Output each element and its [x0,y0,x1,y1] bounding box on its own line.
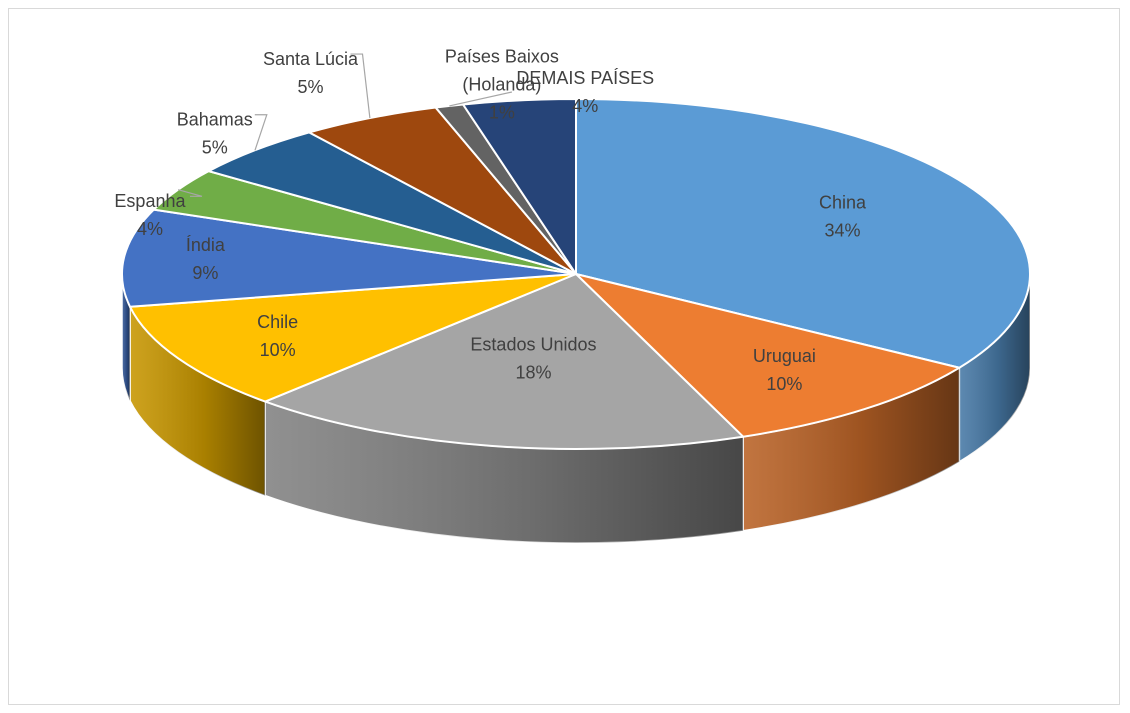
category-label-bahamas: Bahamas [177,110,253,130]
pie-side-china-shade [959,274,1030,462]
data-label-chile: Chile 10% [257,312,298,360]
leader-line-bahamas [254,114,268,151]
category-label-chile: Chile [257,312,298,332]
pie-slice-santa-lucia [308,106,577,275]
leader-line-espanha [177,189,203,197]
value-label-espanha: 4% [137,219,163,239]
pie-chart: China 34% Uruguai 10% Estados Unidos 18% Chile… [114,47,1031,544]
category-label-india: Índia [186,235,226,255]
category-label-paises-baixos-holanda: Países Baixos [445,47,559,67]
value-label-china: 34% [825,220,861,240]
category-label-santa-lucia: Santa Lúcia [263,49,359,69]
leader-lines [177,53,513,197]
value-label-uruguai: 10% [766,374,802,394]
pie-side-uruguai-shade [743,367,960,531]
pie-side-india-shade [122,274,131,401]
value-label-paises-baixos-holanda: 1% [489,103,515,123]
category-label-uruguai: Uruguai [753,346,816,366]
value-label-bahamas: 5% [202,138,228,158]
data-label-uruguai: Uruguai 10% [753,346,816,394]
category-label-paises-baixos-holanda: (Holanda) [462,75,541,95]
data-labels: China 34% Uruguai 10% Estados Unidos 18% Chile… [114,47,867,394]
pie-slice-uruguai [575,273,961,438]
pie-tops [121,98,1031,450]
data-label-china: China 34% [819,192,867,240]
data-label-santa-lucia: Santa Lúcia 5% [263,49,359,97]
pie-sides [121,273,1031,544]
category-label-china: China [819,192,867,212]
leader-line-santa-lucia [350,53,371,119]
value-label-santa-lucia: 5% [297,77,323,97]
value-label-estados-unidos: 18% [515,363,551,383]
pie-slice-china [575,98,1031,369]
data-label-espanha: Espanha 4% [114,191,186,239]
data-label-estados-unidos: Estados Unidos 18% [470,335,596,383]
data-label-bahamas: Bahamas 5% [177,110,253,158]
pie-slice-demais-paises [462,98,577,275]
pie-slice-estados-unidos [264,273,745,450]
pie-slice-india [121,208,577,308]
pie-slice-bahamas [207,131,577,275]
data-label-paises-baixos-holanda: Países Baixos (Holanda) 1% [445,47,559,123]
pie-side-chile-shade [130,306,266,496]
category-label-demais-paises: DEMAIS PAÍSES [516,68,654,88]
pie-side-estados-unidos-shade [265,401,744,543]
category-label-espanha: Espanha [114,191,186,211]
data-label-india: Índia 9% [186,235,226,283]
chart-area: China 34% Uruguai 10% Estados Unidos 18% Chile… [8,8,1120,705]
pie-slice-chile [129,273,577,403]
value-label-demais-paises: 4% [572,96,598,116]
value-label-india: 9% [192,263,218,283]
leader-line-paises-baixos-holanda [449,91,513,107]
data-label-demais-paises: DEMAIS PAÍSES 4% [516,68,654,116]
value-label-chile: 10% [260,340,296,360]
category-label-estados-unidos: Estados Unidos [470,335,596,355]
